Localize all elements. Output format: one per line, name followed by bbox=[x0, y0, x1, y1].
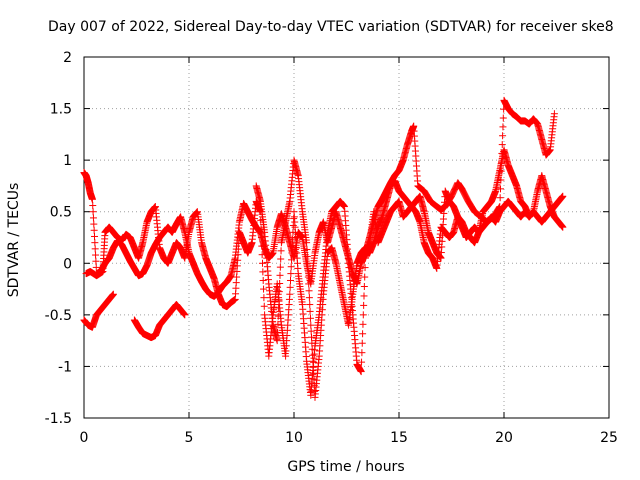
data-point bbox=[360, 292, 368, 300]
data-point bbox=[360, 301, 368, 309]
data-point bbox=[306, 314, 314, 322]
data-point bbox=[89, 202, 97, 210]
y-tick-label: 0 bbox=[63, 256, 72, 272]
data-point bbox=[306, 301, 314, 309]
data-point bbox=[305, 287, 313, 295]
data-point bbox=[277, 247, 285, 255]
data-point bbox=[89, 208, 97, 216]
y-tick-label: 1 bbox=[63, 153, 72, 169]
data-point bbox=[361, 273, 369, 281]
x-tick-label: 10 bbox=[285, 430, 303, 446]
y-tick-label: 0.5 bbox=[50, 205, 72, 221]
data-point bbox=[286, 290, 294, 298]
data-point bbox=[289, 221, 297, 229]
data-point bbox=[305, 294, 313, 302]
x-tick-label: 15 bbox=[390, 430, 408, 446]
data-point bbox=[260, 294, 268, 302]
data-point bbox=[358, 349, 366, 357]
y-tick-label: -1.5 bbox=[45, 411, 72, 427]
data-point bbox=[89, 214, 97, 222]
x-axis-label: GPS time / hours bbox=[287, 459, 404, 475]
plot-frame bbox=[83, 56, 610, 419]
x-tick-label: 25 bbox=[600, 430, 618, 446]
x-tick-label: 20 bbox=[495, 430, 513, 446]
y-tick-label: -0.5 bbox=[45, 308, 72, 324]
data-point bbox=[290, 215, 298, 223]
data-point bbox=[286, 283, 294, 291]
data-point bbox=[499, 132, 507, 140]
y-tick-label: -1 bbox=[58, 359, 72, 375]
data-point bbox=[91, 232, 98, 240]
data-point bbox=[307, 327, 315, 335]
data-point bbox=[499, 114, 507, 122]
y-tick-label: 2 bbox=[63, 50, 72, 66]
data-points bbox=[80, 96, 567, 401]
data-point bbox=[88, 195, 96, 203]
data-point bbox=[92, 251, 100, 259]
data-point bbox=[91, 245, 99, 253]
data-point bbox=[307, 321, 315, 329]
data-point bbox=[90, 220, 98, 228]
x-tick-label: 5 bbox=[185, 430, 194, 446]
data-point bbox=[287, 270, 295, 278]
x-tick-label: 0 bbox=[80, 430, 89, 446]
data-point bbox=[359, 311, 367, 319]
data-point bbox=[360, 282, 368, 290]
data-point bbox=[287, 276, 294, 284]
axis-ticks: 0 5 10 15 20 25 -1.5 -1 -0.5 0 0.5 1 1.5 2 bbox=[45, 50, 618, 446]
data-point bbox=[499, 123, 507, 131]
y-tick-label: 1.5 bbox=[50, 102, 72, 118]
data-point bbox=[304, 266, 312, 274]
data-point bbox=[308, 333, 315, 341]
data-point bbox=[91, 239, 99, 247]
data-point bbox=[259, 259, 266, 267]
data-point bbox=[306, 307, 314, 315]
data-point bbox=[550, 110, 558, 118]
data-point bbox=[359, 330, 367, 338]
data-point bbox=[92, 257, 100, 265]
y-axis-label: SDTVAR / TECUs bbox=[6, 183, 22, 298]
chart-title: Day 007 of 2022, Sidereal Day-to-day VTE… bbox=[48, 19, 614, 35]
data-point bbox=[92, 263, 100, 271]
data-point bbox=[259, 276, 267, 284]
data-point bbox=[359, 320, 367, 328]
data-point bbox=[275, 304, 283, 312]
data-point bbox=[259, 268, 267, 276]
data-point bbox=[260, 285, 268, 293]
data-point bbox=[496, 194, 504, 202]
data-point bbox=[277, 255, 285, 263]
data-point bbox=[358, 339, 366, 347]
data-point bbox=[276, 271, 284, 279]
data-point bbox=[90, 226, 98, 234]
data-point bbox=[498, 141, 506, 149]
data-point bbox=[260, 302, 268, 310]
data-point bbox=[276, 263, 284, 271]
